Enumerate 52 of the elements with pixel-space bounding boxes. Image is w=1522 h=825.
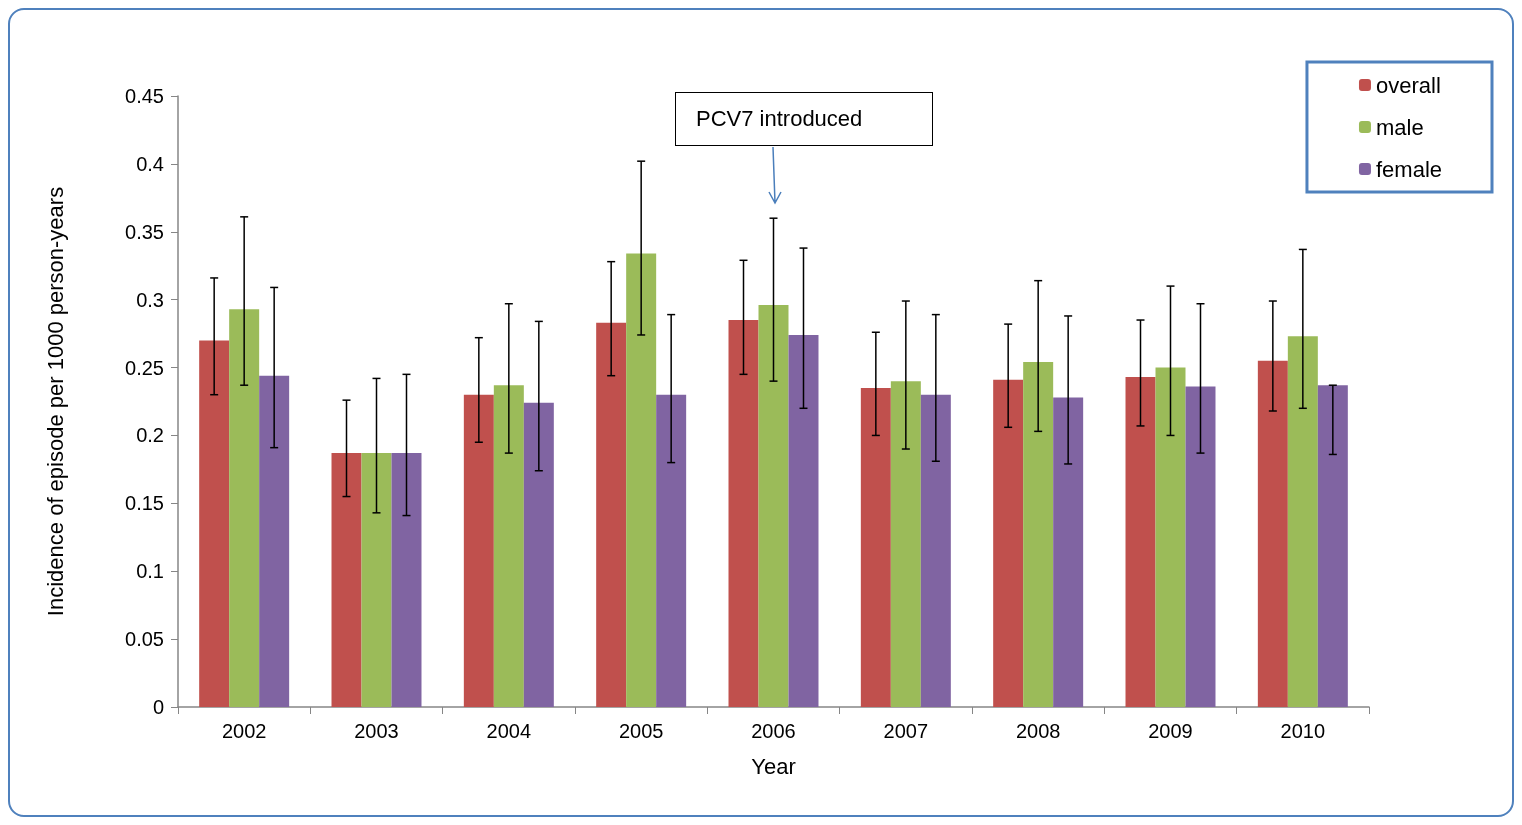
x-tick-label: 2008 — [1015, 720, 1061, 742]
y-tick-label: 0.15 — [125, 492, 164, 515]
bar — [493, 385, 524, 707]
bar — [463, 394, 494, 707]
x-tick-label: 2002 — [221, 720, 267, 742]
x-tick-label: 2005 — [618, 720, 664, 742]
y-tick-label: 0.35 — [125, 220, 164, 243]
bar — [993, 379, 1024, 707]
bar — [1185, 386, 1216, 707]
bar — [1287, 336, 1318, 707]
annotation: PCV7 introduced — [675, 92, 933, 146]
bar — [788, 334, 819, 707]
bar — [523, 402, 554, 707]
y-tick-label: 0.05 — [125, 628, 164, 651]
x-tick-label: 2006 — [751, 720, 796, 742]
y-tick-label: 0.4 — [136, 152, 164, 175]
legend-label: male — [1375, 114, 1424, 140]
bar — [1257, 360, 1288, 707]
x-tick-label: 2009 — [1148, 720, 1193, 742]
bar — [626, 253, 657, 707]
x-tick-label: 2010 — [1280, 720, 1326, 742]
y-tick-label: 0 — [152, 696, 164, 718]
bar — [656, 394, 687, 707]
bar — [1023, 362, 1054, 707]
bar — [758, 305, 789, 707]
bar — [596, 322, 627, 707]
y-tick-label: 0.25 — [125, 356, 164, 379]
bar — [1155, 367, 1186, 707]
x-tick-label: 2007 — [883, 720, 929, 742]
bar — [1125, 377, 1156, 707]
x-tick-label: 2004 — [486, 720, 532, 742]
x-axis-title: Year — [751, 753, 796, 779]
x-tick-label: 2003 — [354, 720, 399, 742]
y-tick-label: 0.1 — [136, 560, 164, 583]
y-axis-title: Incidence of episode per 1000 person-years — [42, 186, 68, 617]
legend-label: female — [1375, 156, 1443, 182]
bar — [890, 381, 921, 707]
bar — [728, 320, 759, 707]
bar — [199, 340, 230, 707]
y-tick-label: 0.3 — [136, 288, 164, 311]
bar — [391, 453, 422, 707]
bar — [259, 375, 290, 707]
legend-label: overall — [1375, 72, 1441, 98]
bar — [1317, 385, 1348, 707]
bar — [229, 309, 260, 707]
bar — [920, 394, 951, 707]
bar — [361, 453, 392, 707]
bar — [1053, 397, 1084, 707]
bar — [860, 387, 891, 707]
bar — [331, 453, 362, 707]
y-tick-label: 0.45 — [125, 85, 164, 107]
y-tick-label: 0.2 — [136, 424, 164, 447]
